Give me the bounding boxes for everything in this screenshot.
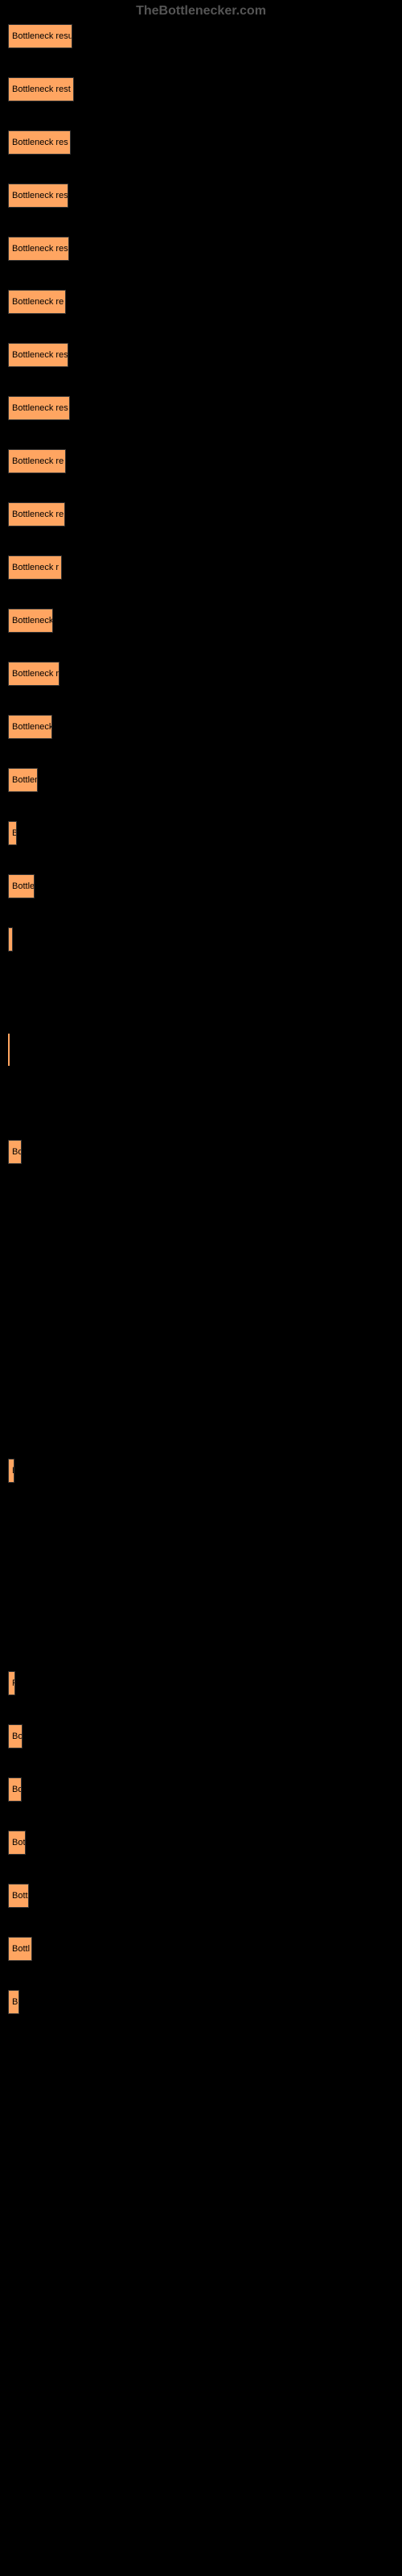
bar-row (8, 1618, 394, 1642)
bar-row (8, 1406, 394, 1430)
chart-bar: Bottleneck r (8, 555, 62, 580)
chart-bar: Bot (8, 1831, 26, 1855)
bar-row (8, 1299, 394, 1323)
chart-bar: Bottleneck re (8, 502, 65, 526)
bar-row: Bottleneck res (8, 396, 394, 420)
bar-row: Bottleneck rest (8, 77, 394, 101)
chart-bar: B (8, 1459, 14, 1483)
chart-bar: Bottle (8, 874, 35, 898)
bar-row: Bo (8, 1724, 394, 1748)
chart-bar: Bo (8, 1140, 22, 1164)
chart-bar: Bottl (8, 1937, 32, 1961)
chart-bar: Bottleneck res (8, 130, 71, 155)
bar-row (8, 980, 394, 1005)
bar-row: Bottle (8, 874, 394, 898)
chart-bar: Bottlen (8, 768, 38, 792)
chart-bar: Bottleneck resu (8, 24, 72, 48)
bar-row: Bottleneck (8, 609, 394, 633)
chart-bar: B (8, 1990, 19, 2014)
chart-bar (8, 927, 13, 952)
chart-bar: Bottleneck (8, 715, 52, 739)
bar-row: Bottleneck resu (8, 24, 394, 48)
bar-row (8, 1512, 394, 1536)
chart-bar: Bottleneck rest (8, 77, 74, 101)
chart-bar: Bottleneck res (8, 343, 68, 367)
bar-row: B (8, 821, 394, 845)
bar-row: Bottleneck res (8, 237, 394, 261)
bar-row: Bottleneck r (8, 555, 394, 580)
bar-row: B (8, 1459, 394, 1483)
watermark-text: TheBottlenecker.com (136, 4, 266, 19)
bar-row (8, 1246, 394, 1270)
chart-bar (8, 1034, 10, 1066)
bar-row: F (8, 1671, 394, 1695)
bar-row: B (8, 1990, 394, 2014)
bar-row: Bo (8, 1777, 394, 1802)
chart-bar: Bottleneck re (8, 449, 66, 473)
bar-row: Bo (8, 1140, 394, 1164)
chart-bar: Bo (8, 1724, 23, 1748)
bar-row (8, 1352, 394, 1377)
chart-bar: Bottleneck re (8, 290, 66, 314)
bar-row (8, 927, 394, 952)
bar-row: Bottleneck res (8, 343, 394, 367)
bar-row (8, 1565, 394, 1589)
bar-row: Bottleneck res (8, 130, 394, 155)
bar-row: Bot (8, 1831, 394, 1855)
chart-bar: Bo (8, 1777, 22, 1802)
bar-row: Bott (8, 1884, 394, 1908)
chart-bar: Bottleneck (8, 609, 53, 633)
bar-row: Bottleneck r (8, 662, 394, 686)
bar-row: Bottleneck re (8, 502, 394, 526)
chart-bar: Bottleneck r (8, 662, 59, 686)
bar-row: Bottl (8, 1937, 394, 1961)
chart-bar: B (8, 821, 17, 845)
chart-bar: Bottleneck res (8, 396, 70, 420)
chart-bar: Bottleneck res (8, 184, 68, 208)
bar-row: Bottleneck (8, 715, 394, 739)
chart-bar: Bott (8, 1884, 29, 1908)
bar-row (8, 1193, 394, 1217)
bar-row (8, 1087, 394, 1111)
bar-row (8, 1034, 394, 1058)
bar-row: Bottlen (8, 768, 394, 792)
chart-bar: F (8, 1671, 15, 1695)
bar-row: Bottleneck re (8, 290, 394, 314)
bar-chart: Bottleneck resu Bottleneck rest Bottleneck… (8, 24, 394, 2043)
chart-bar: Bottleneck res (8, 237, 69, 261)
bar-row: Bottleneck re (8, 449, 394, 473)
bar-row: Bottleneck res (8, 184, 394, 208)
